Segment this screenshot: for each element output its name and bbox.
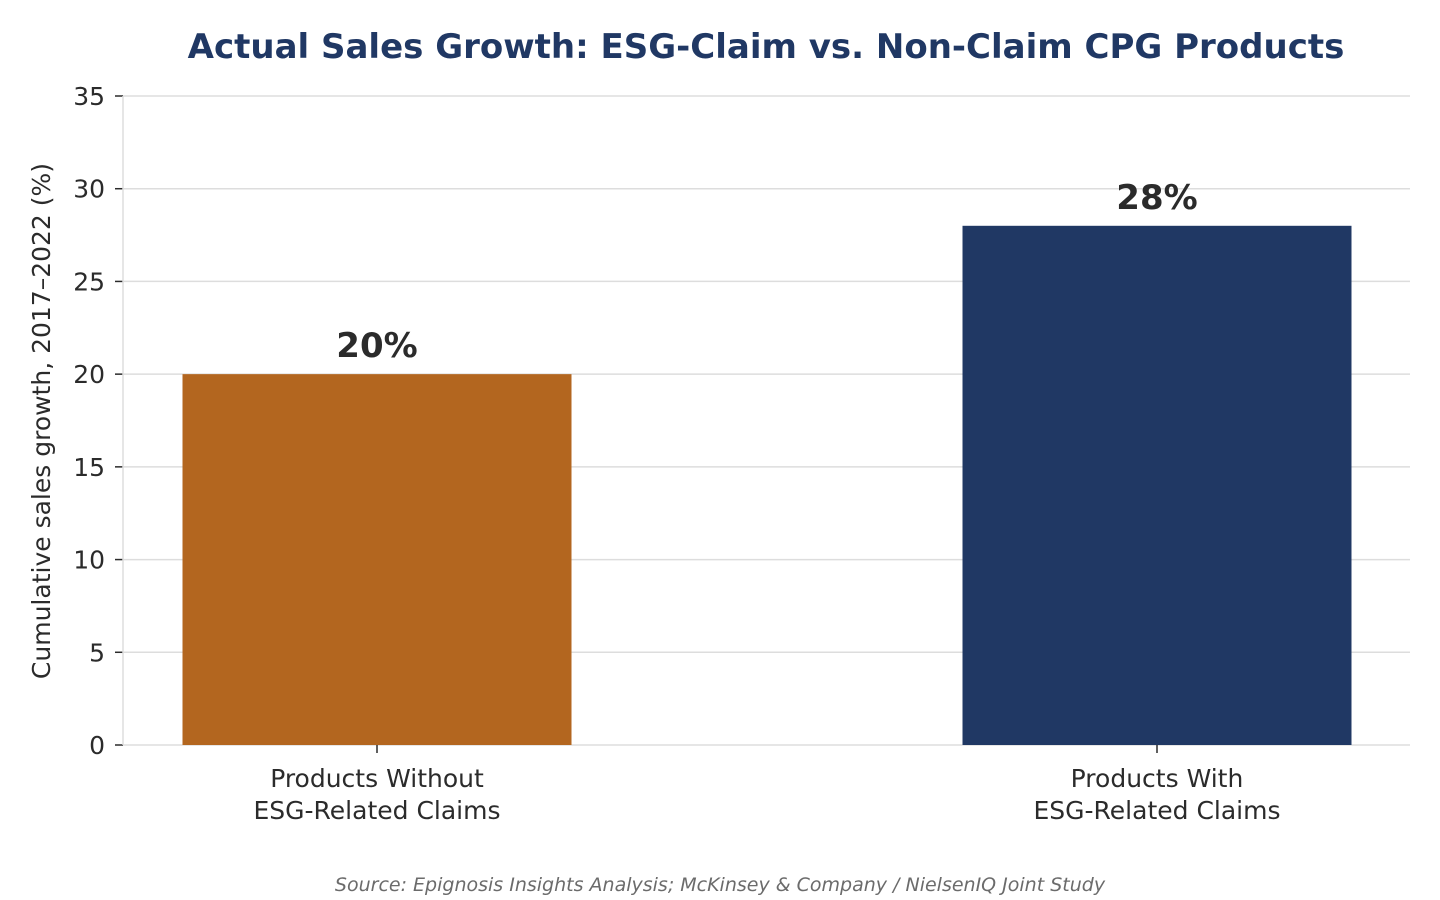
y-tick-label: 20 (73, 360, 105, 389)
x-tick-label: ESG-Related Claims (254, 796, 501, 825)
chart-title: Actual Sales Growth: ESG-Claim vs. Non-C… (188, 27, 1345, 67)
labels: 0 5 10 15 20 25 30 35 20% Products Without ESG-Rel… (73, 82, 1280, 825)
x-tick-label: Products Without (270, 764, 484, 793)
bar-1 (182, 374, 572, 745)
y-tick-label: 10 (73, 546, 105, 575)
bar-value-label: 20% (336, 326, 417, 366)
bar-value-label: 28% (1116, 178, 1197, 218)
bars (182, 225, 1352, 746)
x-tick-label: Products With (1071, 764, 1244, 793)
y-tick-label: 15 (73, 453, 105, 482)
y-axis-label: Cumulative sales growth, 2017–2022 (%) (27, 163, 56, 679)
source-note: Source: Epignosis Insights Analysis; McK… (335, 874, 1106, 896)
x-tick-label: ESG-Related Claims (1034, 796, 1281, 825)
y-tick-label: 5 (89, 638, 105, 667)
y-tick-label: 25 (73, 267, 105, 296)
y-tick-label: 0 (89, 731, 105, 760)
bar-2 (962, 225, 1352, 746)
y-tick-label: 35 (73, 82, 105, 111)
y-tick-label: 30 (73, 175, 105, 204)
